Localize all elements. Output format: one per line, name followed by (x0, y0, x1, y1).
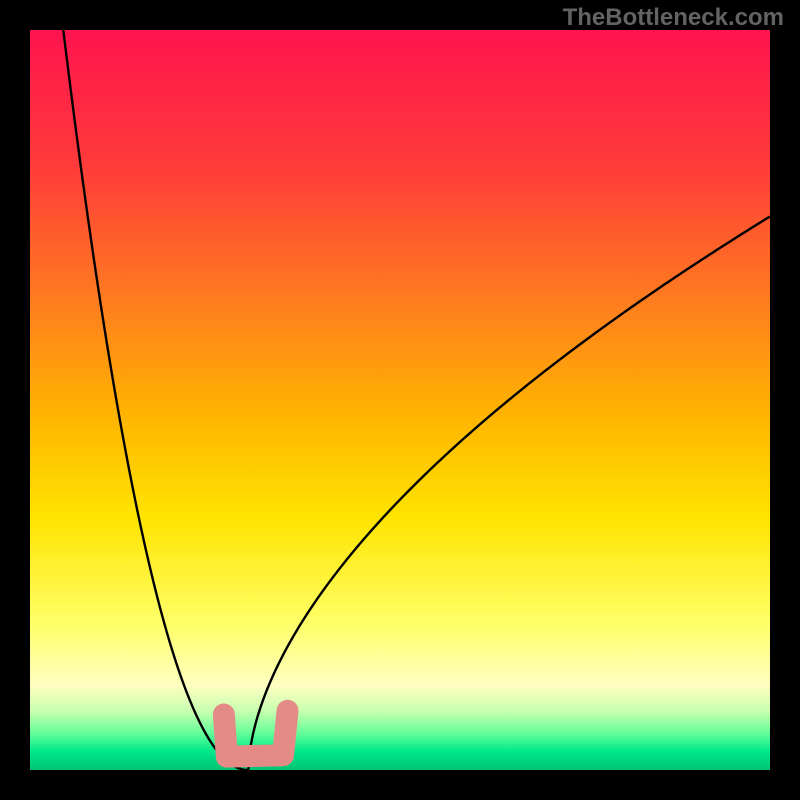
gradient-background (30, 30, 770, 770)
watermark-label: TheBottleneck.com (563, 4, 784, 32)
plot-area (30, 30, 770, 770)
bottleneck-chart-svg (30, 30, 770, 770)
chart-container: TheBottleneck.com (0, 0, 800, 800)
